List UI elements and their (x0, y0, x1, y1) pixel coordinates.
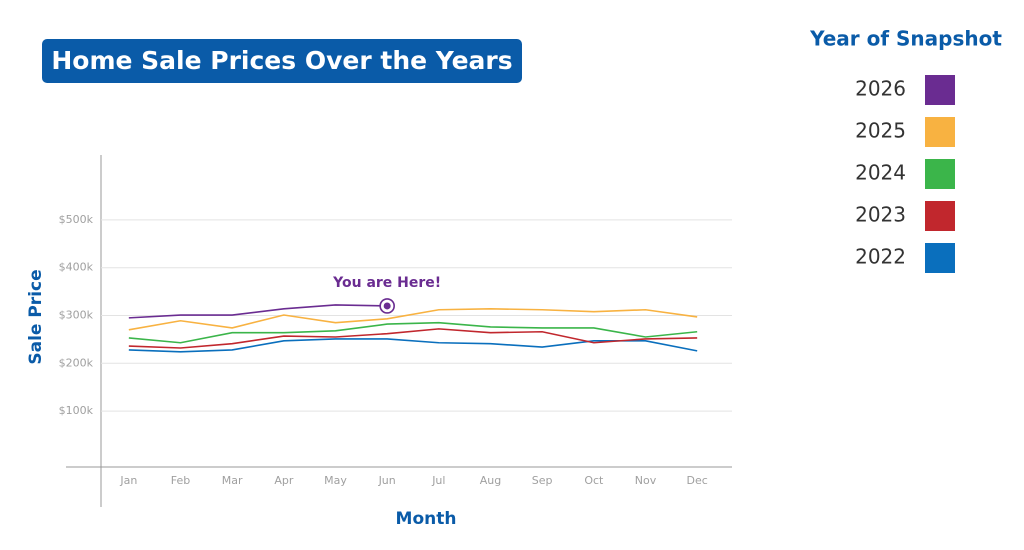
legend-swatch (925, 243, 955, 273)
current-marker-dot (383, 302, 391, 310)
title-box (42, 39, 522, 83)
x-tick-label: Mar (222, 474, 243, 487)
legend-swatch (925, 117, 955, 147)
y-tick-label: $200k (59, 356, 94, 369)
x-tick-label: Apr (274, 474, 294, 487)
x-tick-label: Jul (431, 474, 445, 487)
y-tick-label: $100k (59, 404, 94, 417)
line-series (128, 308, 698, 331)
y-tick-label: $400k (59, 261, 94, 274)
legend-label: 2022 (855, 245, 906, 269)
x-tick-label: Jan (119, 474, 137, 487)
y-axis-label: Sale Price (26, 269, 46, 364)
line-series (128, 304, 388, 319)
legend-label: 2023 (855, 203, 906, 227)
x-tick-label: Feb (171, 474, 190, 487)
y-tick-label: $300k (59, 308, 94, 321)
x-axis-label: Month (396, 509, 457, 529)
annotation: You are Here! (332, 275, 441, 291)
legend-swatch (925, 159, 955, 189)
x-tick-label: Dec (687, 474, 708, 487)
x-tick-label: Nov (635, 474, 657, 487)
line-series (128, 328, 698, 349)
x-tick-label: Sep (532, 474, 553, 487)
line-series (128, 338, 698, 353)
legend-swatch (925, 201, 955, 231)
y-tick-label: $500k (59, 213, 94, 226)
x-tick-label: May (324, 474, 347, 487)
x-tick-label: Aug (480, 474, 501, 487)
x-tick-label: Jun (378, 474, 396, 487)
x-tick-label: Oct (584, 474, 604, 487)
legend-label: 2026 (855, 77, 906, 101)
legend-label: 2025 (855, 119, 906, 143)
legend-label: 2024 (855, 161, 906, 185)
line-series (128, 321, 698, 344)
legend-swatch (925, 75, 955, 105)
chart-title: Home Sale Prices Over the Years (51, 46, 512, 75)
legend-title: Year of Snapshot (809, 27, 1002, 51)
